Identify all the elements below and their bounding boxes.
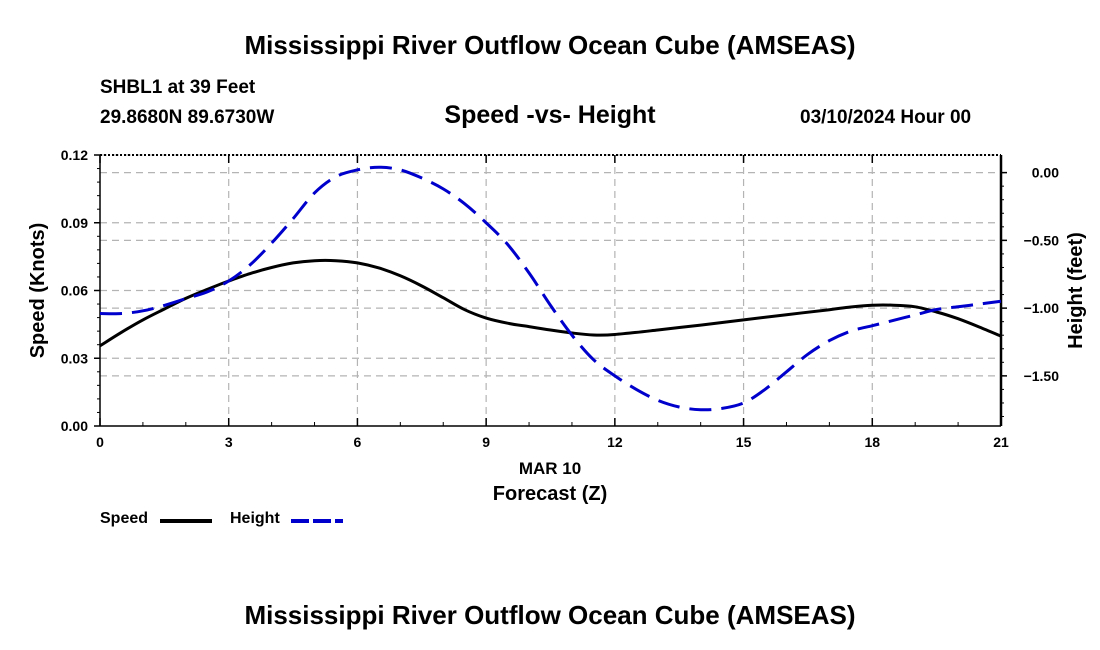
y-right-tick-label: 0.00 xyxy=(1032,165,1059,181)
y-left-tick-label: 0.09 xyxy=(61,215,88,231)
x-axis-label: Forecast (Z) xyxy=(493,483,607,505)
legend-speed-label: Speed xyxy=(100,510,149,527)
y-left-tick-label: 0.06 xyxy=(61,283,88,299)
page-title-repeat: Mississippi River Outflow Ocean Cube (AM… xyxy=(244,600,856,630)
legend-speed-swatch xyxy=(160,519,212,523)
y-axis-right-label: Height (feet) xyxy=(1065,232,1087,349)
y-right-tick-label: −1.50 xyxy=(1024,368,1060,384)
x-tick-label: 21 xyxy=(993,434,1009,450)
y-left-tick-label: 0.03 xyxy=(61,350,88,366)
page-title: Mississippi River Outflow Ocean Cube (AM… xyxy=(244,30,856,60)
x-tick-label: 15 xyxy=(736,434,752,450)
x-tick-label: 12 xyxy=(607,434,623,450)
x-tick-label: 3 xyxy=(225,434,233,450)
station-label: SHBL1 at 39 Feet xyxy=(100,77,256,98)
legend-height-swatch xyxy=(291,519,343,523)
y-right-tick-label: −1.00 xyxy=(1024,300,1060,316)
speed-height-chart: 0 3 6 9 12 15 18 21 0.00 0.03 0.06 0.09 0.12 0.00 −0.5… xyxy=(27,147,1087,505)
y-right-tick-label: −0.50 xyxy=(1024,232,1060,248)
y-left-tick-label: 0.12 xyxy=(61,147,88,163)
x-tick-label: 0 xyxy=(96,434,104,450)
x-tick-label: 18 xyxy=(864,434,880,450)
x-tick-label: 9 xyxy=(482,434,490,450)
x-axis-date-label: MAR 10 xyxy=(519,459,581,478)
series-line-height xyxy=(99,165,1002,412)
y-left-tick-label: 0.00 xyxy=(61,418,88,434)
chart-title: Speed -vs- Height xyxy=(0,101,1100,130)
forecast-datetime: 03/10/2024 Hour 00 xyxy=(800,107,972,128)
y-axis-left-label: Speed (Knots) xyxy=(27,223,49,359)
station-coordinates: 29.8680N 89.6730W xyxy=(100,107,275,128)
x-tick-label: 6 xyxy=(354,434,362,450)
chart-title-text: Speed -vs- Height xyxy=(444,101,656,129)
legend-height-label: Height xyxy=(230,510,280,527)
